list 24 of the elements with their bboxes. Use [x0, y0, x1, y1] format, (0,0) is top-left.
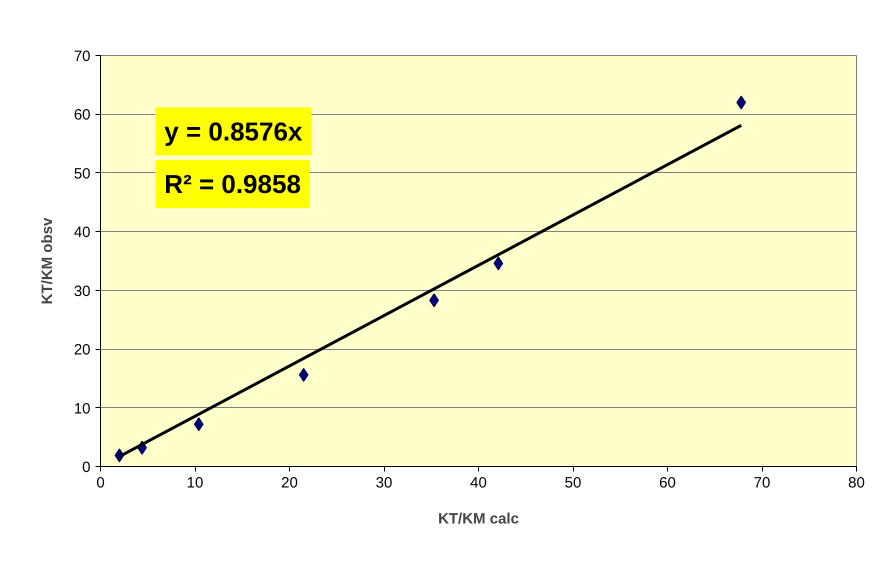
y-tick-label: 40	[74, 224, 91, 242]
y-tick-label: 70	[74, 48, 91, 65]
x-tick-label: 0	[96, 474, 105, 492]
x-tick-label: 60	[659, 474, 676, 492]
x-tick-label: 50	[564, 474, 582, 492]
y-tick-label: 20	[74, 342, 91, 359]
y-tick-label: 60	[74, 106, 91, 124]
x-tick-label: 40	[470, 474, 487, 492]
x-tick-label: 70	[754, 474, 770, 492]
point	[298, 368, 309, 382]
y-axis-title: KT/KM obsv	[38, 217, 56, 304]
x-tick-label: 10	[186, 474, 204, 492]
x-tick-label: 30	[376, 474, 392, 492]
point	[194, 417, 204, 432]
y-tick-label: 50	[74, 165, 91, 182]
point	[736, 95, 746, 110]
y-tick-label: 0	[82, 459, 90, 476]
y-tick-label: 10	[74, 400, 91, 418]
y-tick-label: 30	[74, 282, 91, 300]
x-axis-title: KT/KM calc	[438, 510, 519, 528]
annotation: R² = 0.9858	[164, 169, 301, 200]
x-tick-label: 20	[281, 474, 298, 492]
annotation: y = 0.8576x	[164, 116, 303, 146]
x-tick-label: 80	[848, 474, 865, 492]
